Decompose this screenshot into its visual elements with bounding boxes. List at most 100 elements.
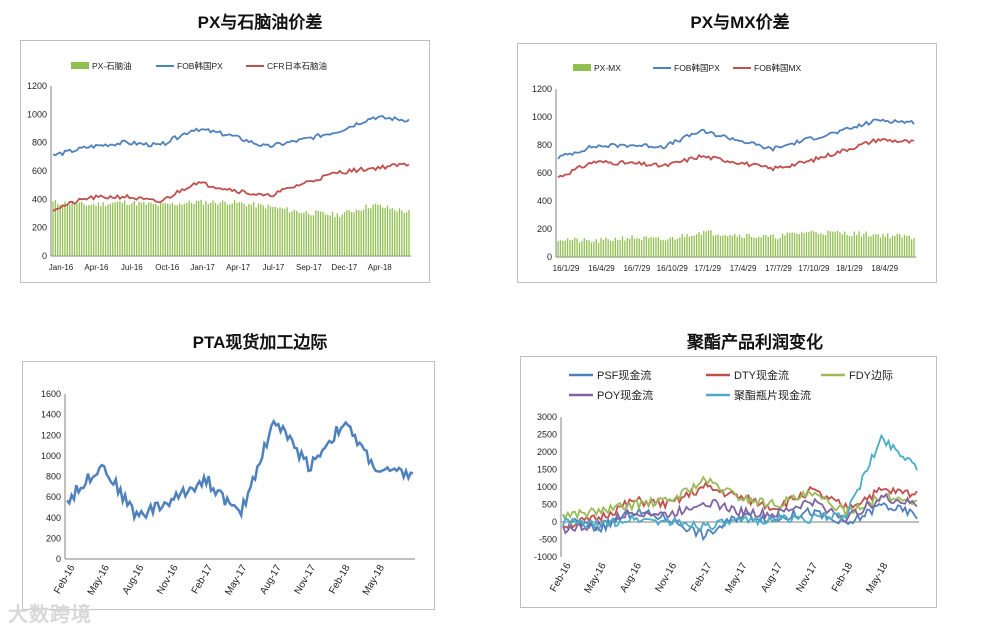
x-tick-label: Jan-16	[49, 263, 74, 272]
x-tick-label: May-18	[361, 563, 387, 598]
bar	[202, 204, 205, 256]
bar	[712, 235, 714, 257]
chart4-plot: -1000 -500 0 500 1000 1500 2000 2500 3000 Feb-16 M…	[534, 368, 919, 595]
bar	[738, 234, 741, 257]
bar	[889, 238, 891, 257]
bar	[753, 237, 755, 257]
series-line	[66, 418, 414, 523]
bar	[774, 238, 777, 257]
bar	[748, 234, 750, 257]
x-tick-label: Jul-17	[263, 263, 285, 272]
bar	[145, 204, 147, 256]
bar	[164, 202, 166, 256]
bar	[324, 214, 327, 256]
bar	[238, 202, 241, 256]
legend-label: FDY边际	[849, 369, 893, 382]
bar	[734, 233, 736, 257]
x-tick-label: Feb-18	[830, 561, 856, 594]
bar	[841, 234, 843, 257]
bar	[401, 210, 403, 256]
bar	[832, 231, 834, 257]
bar	[578, 242, 581, 257]
legend-swatch-bar	[573, 64, 591, 71]
bar	[640, 239, 643, 257]
chart3-panel: 0 200 400 600 800 1000 1200 1400 1600 Feb-16 May-1…	[22, 361, 435, 610]
bar	[128, 205, 131, 256]
bar	[336, 213, 338, 256]
bar	[269, 206, 272, 256]
bar	[331, 211, 334, 256]
bar	[372, 204, 374, 256]
legend-label: 聚酯瓶片现金流	[734, 388, 811, 402]
bar	[595, 239, 597, 257]
bar	[681, 233, 683, 257]
bar	[97, 202, 100, 256]
bar	[217, 204, 219, 256]
bar	[586, 239, 588, 257]
bar	[906, 235, 908, 257]
y-tick-label: 1500	[537, 465, 557, 475]
bar	[405, 212, 408, 256]
bar	[195, 201, 198, 256]
y-tick-label: 1200	[27, 81, 47, 91]
x-tick-label: Oct-16	[155, 263, 180, 272]
bar	[374, 203, 377, 256]
bar	[305, 211, 307, 256]
bar	[267, 204, 269, 256]
bar	[350, 211, 353, 256]
x-tick-label: Nov-17	[293, 563, 319, 597]
bar	[834, 231, 836, 257]
series-line	[562, 433, 918, 533]
bar	[724, 235, 726, 257]
y-tick-label: 2500	[537, 430, 557, 440]
bar	[384, 207, 386, 256]
bar	[884, 236, 886, 257]
bar	[319, 211, 322, 256]
bar	[566, 238, 569, 257]
bar	[73, 204, 76, 256]
x-tick-label: Jul-16	[121, 263, 143, 272]
bar	[731, 235, 734, 257]
bar	[593, 241, 595, 257]
y-tick-label: 1000	[41, 451, 61, 461]
bar	[664, 240, 667, 257]
bar	[693, 235, 695, 257]
bar	[679, 237, 681, 257]
bar	[588, 240, 590, 257]
bar	[605, 237, 607, 257]
bar	[645, 236, 648, 257]
bar	[624, 240, 626, 257]
y-tick-label: 200	[537, 224, 552, 234]
bar	[52, 201, 54, 256]
bar	[102, 202, 104, 256]
bar	[695, 234, 698, 257]
y-tick-label: -1000	[534, 552, 557, 562]
bar	[636, 238, 638, 257]
y-tick-label: 200	[32, 223, 47, 233]
series-line	[557, 137, 915, 179]
bar	[147, 202, 150, 256]
bar	[90, 205, 92, 256]
bar	[88, 205, 90, 256]
x-tick-label: 16/10/29	[657, 264, 689, 273]
bar	[353, 212, 355, 256]
bar	[667, 239, 669, 257]
legend-label: CFR日本石脑油	[267, 61, 327, 71]
bar	[176, 205, 178, 256]
x-tick-label: 18/1/29	[836, 264, 863, 273]
bar	[343, 212, 346, 256]
bar	[221, 200, 224, 256]
bar	[104, 206, 107, 256]
bar	[367, 208, 370, 256]
bar	[729, 234, 731, 257]
bar	[100, 206, 102, 256]
bar	[329, 215, 331, 256]
bar	[781, 233, 784, 257]
y-tick-label: 600	[46, 492, 61, 502]
x-tick-label: Feb-16	[52, 563, 78, 596]
x-tick-label: Nov-16	[654, 561, 680, 595]
bar	[581, 240, 583, 257]
bar	[143, 201, 145, 256]
bar	[638, 238, 640, 257]
bar	[78, 202, 80, 256]
